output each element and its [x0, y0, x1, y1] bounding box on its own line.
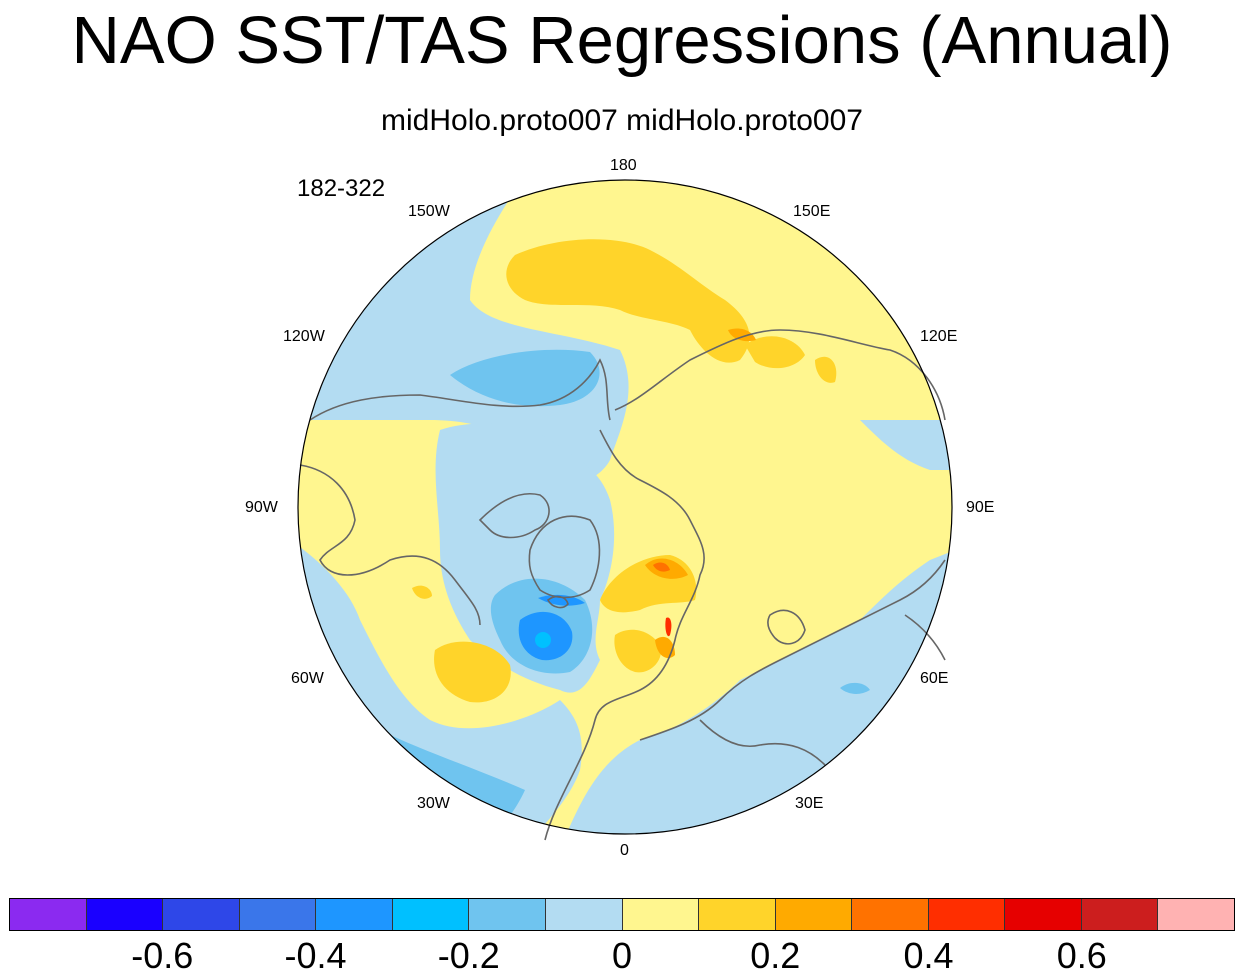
north-pacific-positive [506, 239, 750, 363]
figure-title: NAO SST/TAS Regressions (Annual) [71, 3, 1173, 78]
coast-siberia [614, 329, 946, 421]
colorbar-tick-label: -0.4 [284, 935, 347, 976]
colorbar-swatch-6 [469, 899, 546, 930]
coast-mediterranean [699, 719, 826, 766]
coast-arctic-archipelago [478, 493, 550, 539]
caspian-weak-negative [840, 682, 870, 694]
colorbar-swatch-10 [775, 899, 853, 930]
coast-greenland [528, 515, 601, 599]
colorbar-swatch-9 [699, 899, 776, 930]
colorbar-swatch-11 [852, 899, 929, 930]
map-boundary [297, 179, 953, 835]
colorbar-swatch-12 [928, 899, 1006, 930]
lon-label-60e: 60E [920, 670, 949, 687]
colorbar-swatch-2 [163, 899, 240, 930]
colorbar-swatch-5 [392, 899, 470, 930]
coast-caspian [767, 609, 806, 645]
colorbar-tick-label: 0.2 [750, 935, 801, 976]
colorbar-tick-label: -0.2 [437, 935, 500, 976]
colorbar-tick-label: 0 [611, 935, 633, 976]
colorbar-tick-label: -0.6 [131, 935, 194, 976]
colorbar-tick-label: 0.6 [1056, 935, 1107, 976]
colorbar-tick-label: 0.4 [903, 935, 954, 976]
far-east-positive [815, 356, 837, 383]
barents-strong-positive [653, 562, 670, 572]
lon-label-60w: 60W [291, 670, 324, 687]
colorbar-swatch-4 [316, 899, 393, 930]
subpolar-atlantic-positive [434, 641, 511, 703]
coast-iceland [546, 595, 569, 609]
baltic-moderate-positive [655, 636, 675, 659]
scandinavia-positive [614, 629, 661, 673]
colorbar-swatch-15 [1158, 899, 1234, 930]
colorbar-swatch-1 [86, 899, 164, 930]
coastlines [299, 329, 946, 841]
baltic-peak-positive [665, 617, 672, 637]
lon-label-150w: 150W [408, 203, 450, 220]
lon-label-150e: 150E [793, 203, 831, 220]
lon-label-30w: 30W [417, 795, 450, 812]
lon-label-90e: 90E [966, 499, 995, 516]
bering-moderate-positive [728, 328, 756, 342]
coast-canada-east [299, 464, 481, 626]
colorbar [9, 898, 1235, 931]
lon-label-120w: 120W [283, 328, 325, 345]
coast-alaska-canada [309, 358, 611, 421]
colorbar-swatch-14 [1081, 899, 1159, 930]
nordic-strong-negative [535, 632, 551, 648]
coast-europe [639, 559, 946, 741]
labrador-positive [412, 585, 432, 599]
colorbar-swatch-7 [545, 899, 623, 930]
figure-subtitle: midHolo.proto007 midHolo.proto007 [381, 104, 863, 137]
map-field [298, 180, 952, 834]
colorbar-swatch-13 [1005, 899, 1082, 930]
colorbar-swatch-0 [10, 899, 87, 930]
beaufort-weak-negative [450, 349, 600, 407]
lon-label-120e: 120E [920, 328, 958, 345]
lon-label-90w: 90W [245, 499, 278, 516]
lon-label-180: 180 [610, 157, 637, 174]
period-label: 182-322 [297, 175, 386, 202]
lon-label-30e: 30E [795, 795, 824, 812]
colorbar-swatch-3 [239, 899, 317, 930]
siberia-positive [745, 336, 805, 369]
colorbar-swatch-8 [622, 899, 700, 930]
coast-eurasia-north [544, 429, 705, 841]
polar-map [297, 179, 953, 841]
lon-label-0: 0 [620, 842, 629, 859]
